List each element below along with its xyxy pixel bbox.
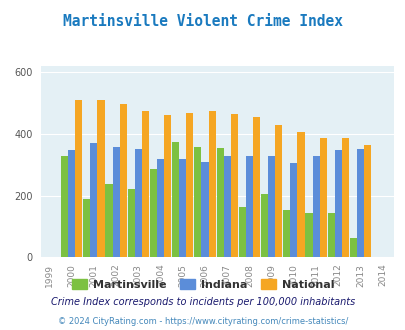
Bar: [127, 189, 134, 257]
Bar: [283, 211, 290, 257]
Bar: [260, 194, 267, 257]
Bar: [105, 184, 112, 257]
Text: Crime Index corresponds to incidents per 100,000 inhabitants: Crime Index corresponds to incidents per…: [51, 297, 354, 307]
Bar: [172, 142, 179, 257]
Bar: [68, 150, 75, 257]
Bar: [194, 147, 201, 257]
Bar: [363, 145, 370, 257]
Bar: [341, 138, 348, 257]
Bar: [112, 147, 119, 257]
Bar: [149, 169, 157, 257]
Bar: [164, 115, 171, 257]
Bar: [275, 125, 281, 257]
Bar: [208, 111, 215, 257]
Bar: [305, 213, 312, 257]
Bar: [179, 159, 186, 257]
Bar: [119, 104, 126, 257]
Bar: [142, 111, 149, 257]
Text: © 2024 CityRating.com - https://www.cityrating.com/crime-statistics/: © 2024 CityRating.com - https://www.city…: [58, 317, 347, 326]
Bar: [252, 117, 260, 257]
Bar: [356, 149, 363, 257]
Bar: [75, 100, 82, 257]
Bar: [230, 114, 237, 257]
Legend: Martinsville, Indiana, National: Martinsville, Indiana, National: [67, 275, 338, 294]
Bar: [97, 100, 104, 257]
Bar: [223, 155, 230, 257]
Bar: [312, 155, 319, 257]
Bar: [319, 138, 326, 257]
Bar: [186, 113, 193, 257]
Bar: [201, 162, 208, 257]
Bar: [157, 159, 164, 257]
Bar: [134, 149, 142, 257]
Bar: [349, 238, 356, 257]
Bar: [61, 155, 68, 257]
Bar: [290, 163, 297, 257]
Text: Martinsville Violent Crime Index: Martinsville Violent Crime Index: [63, 14, 342, 29]
Bar: [238, 207, 245, 257]
Bar: [297, 132, 304, 257]
Bar: [83, 199, 90, 257]
Bar: [267, 155, 275, 257]
Bar: [90, 143, 97, 257]
Bar: [216, 148, 223, 257]
Bar: [245, 155, 252, 257]
Bar: [334, 150, 341, 257]
Bar: [327, 213, 334, 257]
